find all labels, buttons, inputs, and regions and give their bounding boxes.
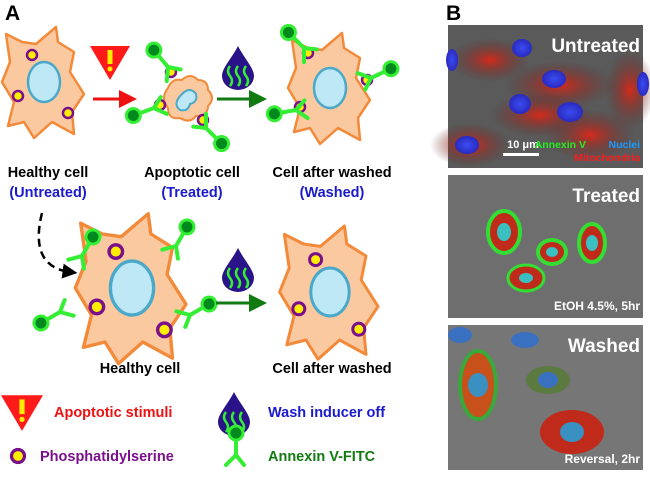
cell-after-washed [264, 22, 403, 146]
label-apoptotic-treated: Apoptotic cell (Treated) [144, 165, 240, 201]
legend: Apoptotic stimuli Wash inducer off Phosp… [1, 390, 385, 467]
micrograph-title: Treated [572, 186, 640, 207]
label-healthy-bottom: Healthy cell [100, 361, 181, 377]
stain-nuclei: Nuclei [608, 139, 640, 151]
svg-text:Cell after washed: Cell after washed [272, 165, 391, 181]
free-antibody [28, 298, 76, 338]
svg-text:(Untreated): (Untreated) [9, 185, 87, 201]
micrograph-untreated: Untreated 10 μm Annexin V Nuclei Mitocho… [430, 25, 650, 168]
label-healthy-untreated: Healthy cell (Untreated) [8, 165, 89, 201]
svg-text:Healthy cell: Healthy cell [8, 165, 89, 181]
micrograph-title: Untreated [551, 36, 640, 57]
label-washed-bottom: Cell after washed [272, 361, 391, 377]
panel-label-a: A [5, 2, 20, 25]
svg-text:(Treated): (Treated) [161, 185, 222, 201]
cell-after-washed-bottom [278, 224, 380, 361]
micrograph-title: Washed [568, 336, 640, 357]
apoptotic-cell [122, 37, 234, 155]
label-washed: Cell after washed (Washed) [272, 165, 391, 201]
legend-phosphatidylserine: Phosphatidylserine [40, 449, 174, 465]
scale-bar-label: 10 μm [507, 139, 539, 151]
antibody-icon [224, 424, 246, 467]
warning-triangle-icon [90, 46, 130, 80]
panel-label-b: B [446, 2, 461, 25]
legend-wash-inducer: Wash inducer off [268, 405, 385, 421]
stain-annexin: Annexin V [535, 139, 586, 151]
phosphatidylserine-icon [9, 447, 27, 465]
micrograph-condition: Reversal, 2hr [565, 452, 641, 466]
dashed-arrow [37, 212, 78, 279]
svg-text:(Washed): (Washed) [300, 185, 365, 201]
healthy-cell-untreated [0, 25, 86, 140]
drop-icon [220, 246, 256, 294]
drop-icon [220, 44, 256, 92]
micrograph-condition: EtOH 4.5%, 5hr [554, 299, 640, 313]
legend-apoptotic-stimuli: Apoptotic stimuli [54, 405, 172, 421]
micrograph-washed: Washed Reversal, 2hr [448, 325, 643, 470]
scale-bar [503, 153, 539, 156]
stain-mitochondria: Mitochondria [574, 152, 640, 164]
svg-text:Apoptotic cell: Apoptotic cell [144, 165, 240, 181]
legend-annexin: Annexin V-FITC [268, 449, 376, 465]
micrograph-treated: Treated EtOH 4.5%, 5hr [448, 175, 643, 318]
warning-triangle-icon [1, 395, 44, 431]
